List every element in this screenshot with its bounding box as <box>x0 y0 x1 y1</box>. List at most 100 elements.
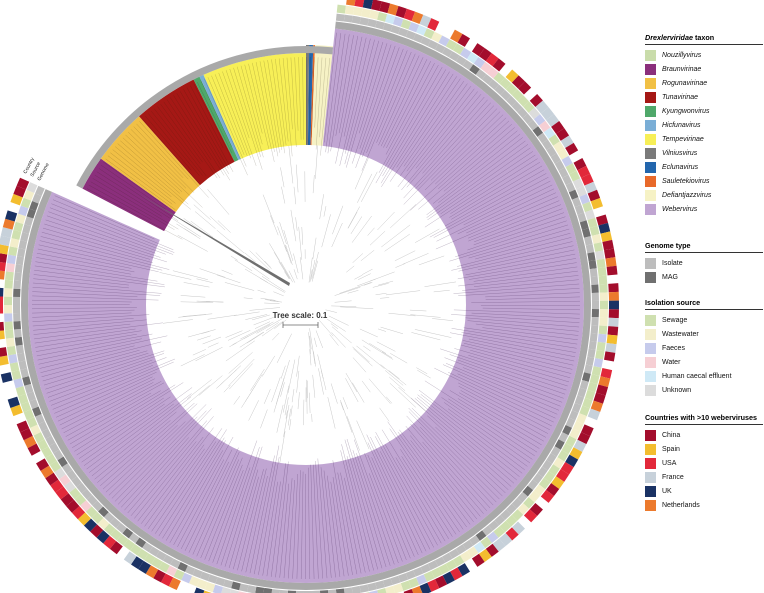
legend-item: Rogunavirinae <box>645 76 763 90</box>
genome-cell <box>565 182 576 193</box>
legend-item: Isolate <box>645 256 763 270</box>
source-cell <box>151 557 163 569</box>
tree-branch <box>388 370 400 379</box>
genome-cell <box>29 200 39 211</box>
leaf-line <box>422 99 488 174</box>
source-cell <box>181 572 193 584</box>
genome-cell <box>537 132 548 144</box>
leaf-line <box>313 464 319 579</box>
leaf-line <box>416 397 517 481</box>
leaf-line <box>34 270 165 288</box>
genome-cell <box>562 424 572 436</box>
leaf-line <box>451 241 573 271</box>
genome-cell <box>562 174 572 186</box>
leaf-line <box>327 475 341 577</box>
leaf-line <box>117 410 207 505</box>
leaf-line <box>32 314 150 322</box>
country-cell <box>511 521 525 535</box>
country-cell <box>123 551 137 565</box>
legend-item-label: Isolate <box>662 259 683 267</box>
tree-branch <box>314 337 317 348</box>
legend-swatch <box>645 271 656 283</box>
tree-branch <box>334 286 361 296</box>
source-cell <box>130 544 142 556</box>
source-cell <box>137 548 149 560</box>
tree-branch <box>229 342 237 348</box>
leaf-line <box>449 332 576 357</box>
tree-branch <box>288 145 294 184</box>
source-cell <box>80 500 92 512</box>
legend-item-label: Kyungwonvirus <box>662 107 710 115</box>
leaf-line <box>346 456 378 570</box>
genome-cell <box>303 590 313 593</box>
country-cell <box>66 499 80 513</box>
country-cell <box>499 532 513 547</box>
leaf-line <box>408 407 500 500</box>
tree-branch <box>261 276 286 292</box>
leaf-line <box>207 77 247 167</box>
tree-scale-label: Tree scale: 0.1 <box>273 311 328 320</box>
tree-branch <box>253 317 274 326</box>
country-cell <box>602 239 614 251</box>
leaf-line <box>190 85 224 149</box>
leaf-line <box>453 309 580 315</box>
leaf-line <box>163 101 218 179</box>
tree-branch <box>312 251 319 279</box>
genome-cell <box>20 368 29 378</box>
country-cell <box>10 404 23 417</box>
leaf-line <box>376 53 416 143</box>
source-cell <box>565 435 577 447</box>
tree-branch <box>332 205 344 235</box>
source-cell <box>64 481 76 493</box>
source-cell <box>499 520 512 533</box>
genome-cell <box>590 324 599 334</box>
leaf-line <box>125 134 203 208</box>
leaf-line <box>451 314 580 323</box>
country-cell <box>587 408 601 421</box>
source-cell <box>557 148 569 160</box>
legend-swatch <box>645 63 656 75</box>
country-cell <box>505 527 519 541</box>
tree-branch <box>280 365 286 379</box>
legend-item-label: Human caecal effluent <box>662 372 732 380</box>
tree-branch <box>172 270 208 280</box>
source-cell <box>517 95 530 107</box>
country-cell <box>471 553 485 567</box>
country-cell <box>0 372 13 383</box>
tree-branch <box>339 282 372 294</box>
tree-branch <box>249 250 270 271</box>
tree-branch <box>424 281 457 287</box>
legend-item: France <box>645 470 763 484</box>
source-cell <box>572 420 584 432</box>
legend-swatch <box>645 133 656 145</box>
tree-branch <box>278 261 291 280</box>
country-cell <box>0 330 5 340</box>
leaf-line <box>366 434 423 554</box>
leaf-line <box>403 80 465 167</box>
country-cell <box>608 291 619 301</box>
leaf-line <box>443 402 531 464</box>
tree-branch <box>195 346 223 362</box>
leaf-line <box>457 188 555 235</box>
genome-cell <box>223 579 233 589</box>
leaf-line <box>208 470 244 562</box>
country-cell <box>596 384 609 396</box>
legend-swatch <box>645 161 656 173</box>
leaf-line <box>465 253 576 276</box>
source-cell <box>5 337 15 348</box>
genome-cell <box>66 469 77 481</box>
country-cell <box>362 0 374 10</box>
leaf-line <box>382 69 447 177</box>
source-cell <box>576 186 587 197</box>
tree-branch <box>269 243 280 261</box>
genome-cell <box>263 587 273 593</box>
leaf-line <box>420 394 523 474</box>
leaf-line <box>43 353 149 386</box>
genome-cell <box>494 514 506 526</box>
country-cell <box>581 173 594 186</box>
country-cell <box>419 14 432 28</box>
genome-cell <box>135 537 147 548</box>
leaf-line <box>196 459 239 557</box>
leaf-line <box>468 200 560 239</box>
country-cell <box>427 579 440 592</box>
